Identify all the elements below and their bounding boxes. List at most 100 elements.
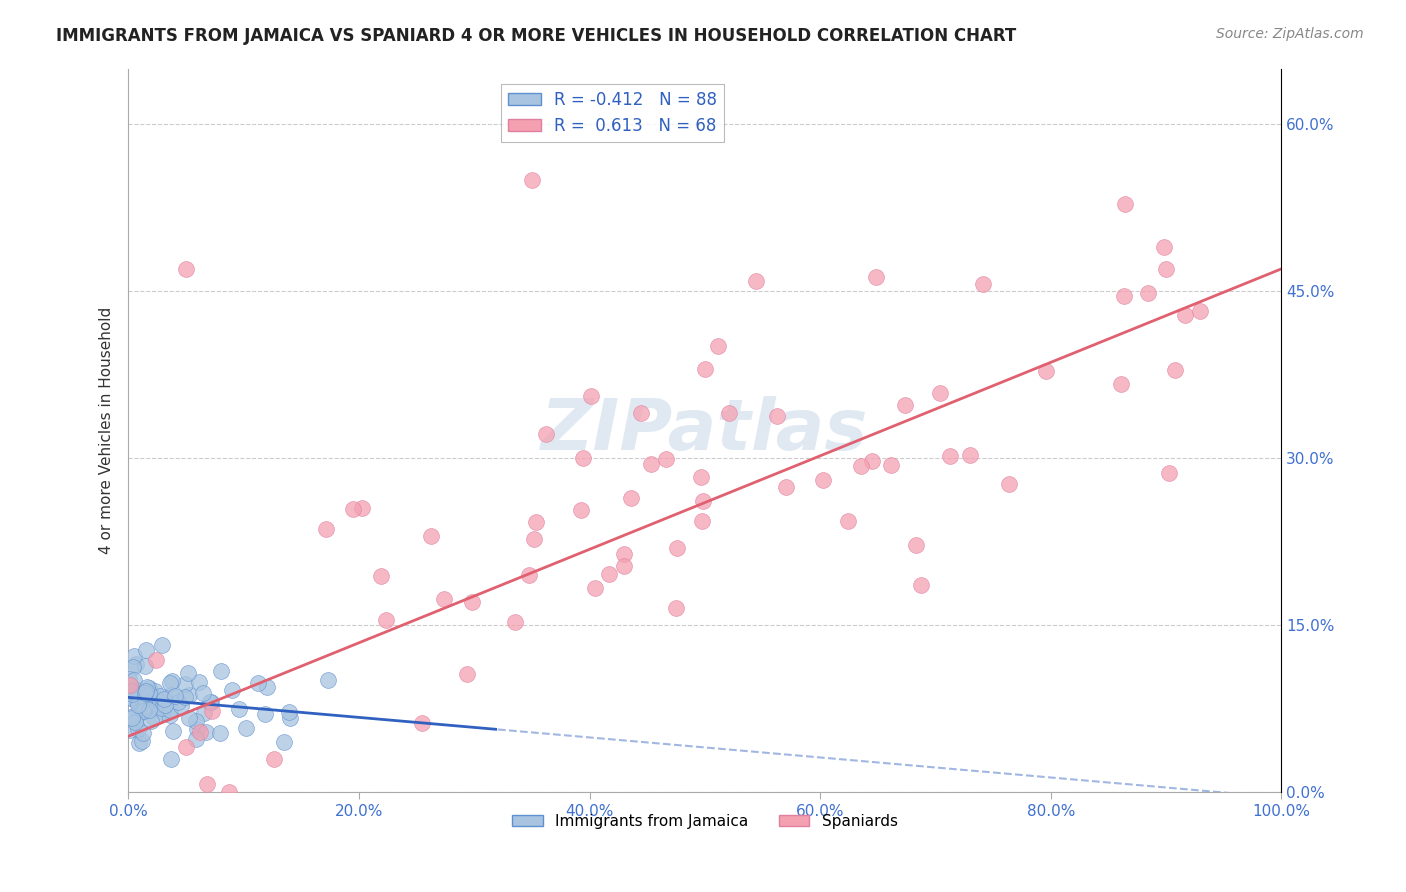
Point — [278, 711, 301, 725]
Point — [640, 457, 662, 471]
Point — [666, 541, 689, 555]
Point — [160, 688, 183, 702]
Point — [583, 581, 606, 595]
Point — [139, 694, 162, 708]
Point — [173, 690, 195, 705]
Point — [118, 685, 141, 699]
Point — [569, 502, 592, 516]
Point — [134, 659, 156, 673]
Point — [177, 711, 200, 725]
Point — [905, 538, 928, 552]
Point — [350, 500, 373, 515]
Point — [523, 532, 546, 546]
Point — [1164, 362, 1187, 376]
Point — [118, 689, 141, 703]
Point — [177, 666, 200, 681]
Point — [186, 714, 208, 728]
Point — [997, 477, 1019, 491]
Point — [190, 725, 212, 739]
Point — [186, 732, 208, 747]
Point — [122, 648, 145, 663]
Point — [125, 685, 148, 699]
Point — [433, 591, 456, 606]
Point — [139, 714, 162, 729]
Point — [707, 339, 730, 353]
Point — [134, 704, 156, 718]
Point — [620, 491, 643, 505]
Point — [693, 362, 716, 376]
Point — [153, 692, 176, 706]
Point — [263, 752, 285, 766]
Point — [134, 686, 156, 700]
Point — [1137, 286, 1160, 301]
Point — [143, 683, 166, 698]
Point — [939, 449, 962, 463]
Point — [127, 696, 149, 710]
Point — [120, 677, 142, 691]
Point — [630, 406, 652, 420]
Point — [766, 409, 789, 424]
Point — [503, 615, 526, 629]
Point — [235, 721, 257, 735]
Point — [218, 785, 240, 799]
Point — [153, 698, 176, 712]
Point — [124, 683, 146, 698]
Point — [191, 686, 214, 700]
Y-axis label: 4 or more Vehicles in Household: 4 or more Vehicles in Household — [100, 307, 114, 554]
Point — [134, 703, 156, 717]
Point — [174, 261, 197, 276]
Point — [524, 515, 547, 529]
Point — [198, 695, 221, 709]
Point — [1153, 240, 1175, 254]
Point — [1174, 308, 1197, 322]
Point — [127, 684, 149, 698]
Point — [120, 690, 142, 705]
Point — [315, 522, 337, 536]
Point — [152, 705, 174, 719]
Point — [134, 690, 156, 705]
Point — [894, 398, 917, 412]
Point — [188, 675, 211, 690]
Point — [195, 724, 218, 739]
Point — [579, 389, 602, 403]
Point — [177, 688, 200, 702]
Point — [1035, 364, 1057, 378]
Point — [865, 270, 887, 285]
Point — [150, 639, 173, 653]
Text: ZIPatlas: ZIPatlas — [541, 396, 869, 465]
Point — [124, 714, 146, 729]
Point — [159, 752, 181, 766]
Point — [121, 659, 143, 673]
Point — [127, 698, 149, 713]
Point — [613, 558, 636, 573]
Point — [655, 451, 678, 466]
Point — [1154, 261, 1177, 276]
Point — [122, 673, 145, 688]
Point — [125, 683, 148, 698]
Point — [149, 690, 172, 704]
Point — [221, 682, 243, 697]
Point — [744, 274, 766, 288]
Point — [209, 664, 232, 678]
Point — [419, 529, 441, 543]
Point — [121, 687, 143, 701]
Point — [201, 704, 224, 718]
Point — [132, 726, 155, 740]
Point — [598, 567, 620, 582]
Text: IMMIGRANTS FROM JAMAICA VS SPANIARD 4 OR MORE VEHICLES IN HOUSEHOLD CORRELATION : IMMIGRANTS FROM JAMAICA VS SPANIARD 4 OR… — [56, 27, 1017, 45]
Point — [246, 676, 269, 690]
Point — [145, 690, 167, 705]
Point — [811, 473, 834, 487]
Point — [1109, 377, 1132, 392]
Point — [174, 677, 197, 691]
Point — [138, 686, 160, 700]
Point — [159, 676, 181, 690]
Point — [118, 678, 141, 692]
Point — [193, 706, 215, 721]
Point — [692, 494, 714, 508]
Point — [316, 673, 339, 688]
Point — [135, 684, 157, 698]
Point — [411, 716, 433, 731]
Point — [665, 600, 688, 615]
Point — [228, 701, 250, 715]
